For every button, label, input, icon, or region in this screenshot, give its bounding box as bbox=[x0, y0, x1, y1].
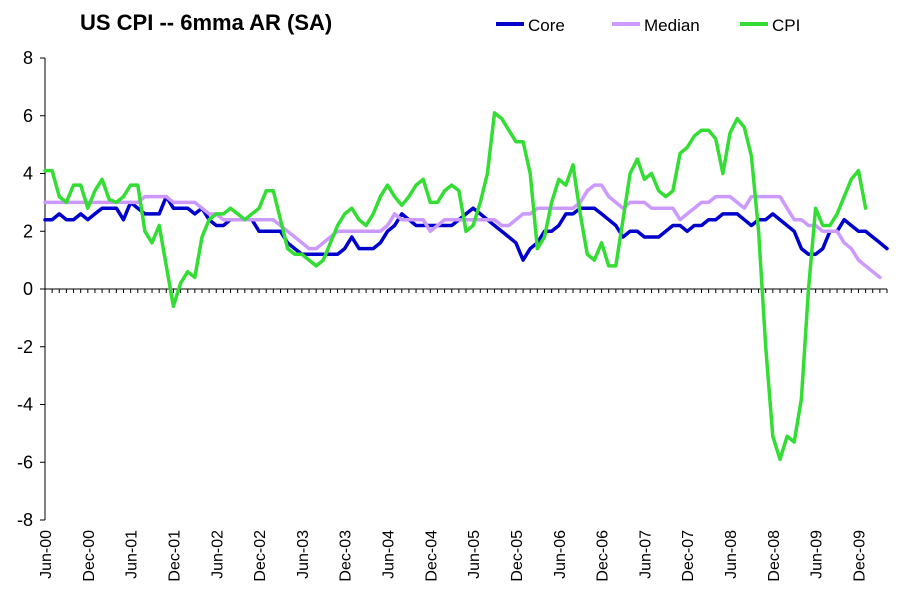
series-line-cpi bbox=[43, 111, 868, 462]
y-tick-label: 6 bbox=[23, 106, 33, 126]
x-tick-label: Dec-09 bbox=[851, 530, 868, 582]
x-tick-label: Dec-06 bbox=[595, 530, 612, 582]
x-tick-label: Dec-04 bbox=[423, 530, 440, 582]
x-tick-label: Jun-06 bbox=[552, 530, 569, 579]
x-tick-label: Dec-05 bbox=[509, 530, 526, 582]
x-tick-label: Dec-00 bbox=[81, 530, 98, 582]
plot-axes bbox=[40, 57, 888, 521]
y-axis-labels: 8 6 4 2 0 -2 -4 -6 -8 bbox=[17, 48, 33, 530]
x-tick-label: Jun-09 bbox=[809, 530, 826, 579]
y-tick-label: 0 bbox=[23, 279, 33, 299]
y-tick-label: -4 bbox=[17, 395, 33, 415]
x-tick-label: Jun-02 bbox=[209, 530, 226, 579]
series-line-core bbox=[43, 194, 889, 262]
y-tick-label: -6 bbox=[17, 452, 33, 472]
y-tick-label: 2 bbox=[23, 221, 33, 241]
x-tick-label: Jun-04 bbox=[381, 530, 398, 579]
legend-label-core: Core bbox=[528, 16, 565, 35]
x-tick-label: Jun-03 bbox=[295, 530, 312, 579]
x-tick-label: Jun-07 bbox=[637, 530, 654, 579]
y-tick-label: -8 bbox=[17, 510, 33, 530]
y-tick-label: 4 bbox=[23, 164, 33, 184]
legend: Core Median CPI bbox=[496, 16, 800, 35]
x-tick-label: Dec-07 bbox=[680, 530, 697, 582]
x-tick-label: Dec-03 bbox=[338, 530, 355, 582]
chart-title: US CPI -- 6mma AR (SA) bbox=[80, 10, 332, 35]
x-axis-labels: Jun-00 Dec-00 Jun-01 Dec-01 Jun-02 Dec-02 Jun-… bbox=[38, 530, 868, 582]
y-tick-label: -2 bbox=[17, 337, 33, 357]
x-tick-label: Jun-00 bbox=[38, 530, 55, 579]
x-tick-label: Jun-08 bbox=[723, 530, 740, 579]
y-tick-label: 8 bbox=[23, 48, 33, 68]
plot-series bbox=[43, 111, 889, 462]
legend-label-cpi: CPI bbox=[772, 16, 800, 35]
x-tick-label: Dec-08 bbox=[766, 530, 783, 582]
x-tick-label: Dec-02 bbox=[252, 530, 269, 582]
x-tick-label: Jun-01 bbox=[124, 530, 141, 579]
x-tick-label: Jun-05 bbox=[466, 530, 483, 579]
legend-label-median: Median bbox=[644, 16, 700, 35]
x-tick-label: Dec-01 bbox=[166, 530, 183, 582]
